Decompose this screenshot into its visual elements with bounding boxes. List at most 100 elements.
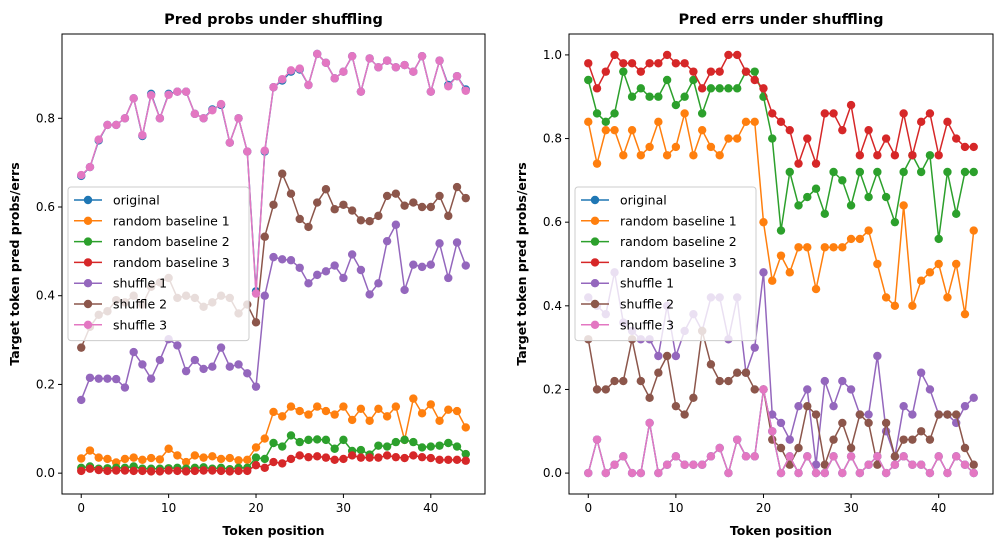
data-point (934, 151, 943, 160)
data-point (610, 50, 619, 60)
legend-label: random baseline 2 (620, 234, 737, 249)
data-point (365, 416, 374, 426)
data-point (890, 460, 900, 469)
data-point (873, 151, 882, 160)
data-point (645, 393, 654, 403)
data-point (811, 184, 821, 193)
data-point (916, 276, 926, 285)
data-point (794, 401, 803, 411)
data-point (278, 412, 287, 421)
data-point (706, 142, 716, 152)
data-point (243, 466, 252, 476)
legend-marker (590, 320, 600, 329)
data-point (295, 451, 304, 460)
data-point (409, 67, 418, 76)
data-point (330, 205, 339, 214)
data-point (706, 360, 716, 369)
data-point (733, 50, 742, 60)
data-point (715, 84, 724, 93)
data-point (400, 285, 409, 295)
data-point (864, 226, 873, 235)
data-point (768, 410, 777, 419)
data-point (77, 466, 86, 476)
data-point (636, 151, 646, 160)
data-point (785, 125, 794, 135)
data-point (374, 279, 383, 288)
data-point (741, 117, 751, 127)
legend-label: shuffle 3 (113, 317, 167, 332)
data-point (960, 309, 970, 319)
data-point (173, 341, 182, 350)
data-point (321, 435, 331, 445)
data-point (855, 151, 865, 160)
data-point (636, 376, 646, 386)
data-point (916, 368, 926, 377)
data-point (768, 109, 777, 118)
series-random-baseline-1 (584, 109, 978, 319)
data-point (77, 170, 86, 180)
data-point (400, 201, 409, 210)
data-point (138, 455, 147, 465)
data-point (785, 452, 794, 461)
data-point (94, 453, 103, 462)
data-point (365, 290, 374, 299)
legend-marker (83, 258, 93, 267)
data-point (313, 402, 322, 411)
data-point (164, 466, 173, 475)
data-point (899, 201, 908, 210)
data-point (243, 455, 252, 465)
data-point (181, 366, 191, 376)
data-point (365, 453, 374, 462)
data-point (190, 355, 200, 365)
data-point (943, 293, 952, 302)
data-point (391, 189, 401, 198)
data-point (724, 376, 733, 386)
data-point (794, 468, 803, 478)
data-point (724, 468, 733, 478)
data-point (916, 427, 926, 436)
data-point (330, 74, 339, 83)
data-point (584, 117, 593, 127)
data-point (269, 83, 278, 92)
data-point (916, 460, 926, 469)
data-point (234, 114, 243, 123)
data-point (680, 59, 689, 68)
data-point (225, 138, 234, 147)
data-point (873, 452, 882, 461)
data-point (426, 442, 436, 451)
data-point (759, 268, 768, 277)
data-point (952, 209, 961, 219)
series-line (587, 388, 975, 474)
legend-marker (590, 216, 600, 225)
x-tick-label: 30 (336, 501, 351, 515)
data-point (356, 265, 366, 275)
data-point (592, 435, 602, 444)
legend-marker (83, 237, 93, 246)
data-point (750, 75, 759, 85)
data-point (356, 404, 366, 414)
data-point (417, 51, 427, 61)
data-point (785, 268, 794, 277)
data-point (584, 75, 593, 85)
data-point (313, 49, 322, 59)
data-point (838, 376, 847, 386)
y-axis-label: Target token pred probs/errs (7, 162, 22, 365)
data-point (890, 452, 900, 461)
data-point (960, 401, 970, 411)
data-point (908, 301, 917, 311)
data-point (619, 59, 628, 68)
data-point (409, 451, 418, 460)
data-point (689, 393, 698, 403)
data-point (697, 84, 707, 93)
data-point (934, 259, 943, 269)
data-point (654, 117, 663, 127)
data-point (321, 267, 331, 276)
data-point (129, 466, 138, 476)
data-point (356, 87, 366, 96)
data-point (890, 151, 900, 160)
data-point (925, 109, 935, 118)
data-point (916, 167, 926, 177)
data-point (750, 67, 759, 76)
data-point (671, 59, 681, 68)
data-point (330, 410, 339, 419)
